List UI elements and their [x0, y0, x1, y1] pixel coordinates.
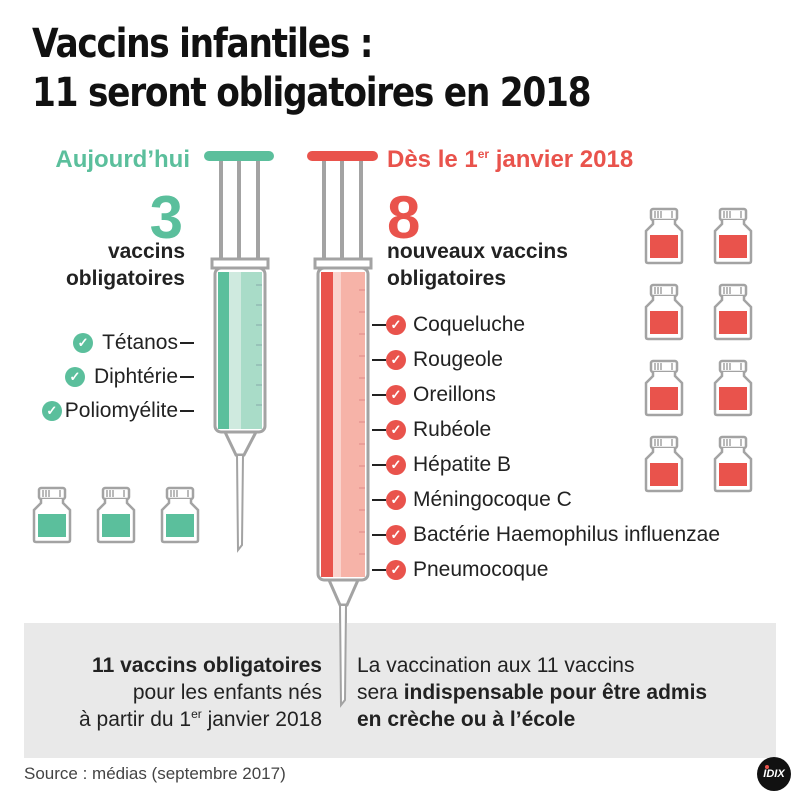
tick-line	[372, 498, 386, 501]
red-vials	[644, 207, 753, 493]
list-item: ✓ Poliomyélite	[41, 394, 194, 428]
list-item: ✓ Oreillons	[372, 377, 720, 412]
tick-line	[372, 568, 386, 571]
from-2018-count: 8	[387, 184, 421, 251]
tick-line	[180, 410, 194, 412]
vial-icon	[160, 486, 200, 544]
check-circle-icon: ✓	[386, 524, 406, 545]
today-label: vaccins obligatoires	[65, 240, 185, 290]
tick-line	[372, 393, 386, 396]
check-circle-icon: ✓	[64, 367, 85, 387]
check-circle-icon: ✓	[41, 401, 62, 421]
check-circle-icon: ✓	[386, 384, 406, 405]
green-vials	[32, 486, 200, 544]
page-title: Vaccins infantiles : 11 seront obligatoi…	[32, 20, 592, 118]
summary-left: 11 vaccins obligatoires pour les enfants…	[79, 654, 322, 731]
tick-line	[372, 358, 386, 361]
source-note: Source : médias (septembre 2017)	[24, 764, 286, 783]
tick-line	[372, 463, 386, 466]
tick-line	[180, 342, 194, 344]
list-item: ✓ Hépatite B	[372, 447, 720, 482]
today-heading: Aujourd’hui	[55, 146, 190, 173]
vial-icon	[32, 486, 72, 544]
from-2018-heading: Dès le 1er janvier 2018	[387, 146, 634, 173]
summary-right: La vaccination aux 11 vaccins sera indis…	[357, 654, 708, 731]
check-circle-icon: ✓	[386, 489, 406, 510]
red-syringe-icon	[307, 151, 378, 708]
check-circle-icon: ✓	[73, 333, 94, 353]
check-circle-icon: ✓	[386, 419, 406, 440]
tick-line	[372, 323, 386, 326]
tick-line	[180, 376, 194, 378]
green-syringe-icon	[204, 151, 274, 553]
tick-line	[372, 428, 386, 431]
from-2018-vaccine-list: ✓ Coqueluche ✓ Rougeole ✓ Oreillons ✓ Rubéol…	[372, 307, 720, 587]
idix-logo: IDIX	[757, 757, 791, 791]
list-item: ✓ Rougeole	[372, 342, 720, 377]
today-count: 3	[149, 184, 183, 251]
list-item: ✓ Coqueluche	[372, 307, 720, 342]
vial-icon	[96, 486, 136, 544]
tick-line	[372, 533, 386, 536]
from-2018-label: nouveaux vaccins obligatoires	[387, 240, 568, 290]
check-circle-icon: ✓	[386, 349, 406, 370]
summary-box	[24, 623, 776, 758]
check-circle-icon: ✓	[386, 559, 406, 580]
check-circle-icon: ✓	[386, 454, 406, 475]
list-item: ✓ Diphtérie	[42, 360, 194, 394]
list-item: ✓ Rubéole	[372, 412, 720, 447]
list-item: ✓ Méningocoque C	[372, 482, 720, 517]
list-item: ✓ Pneumocoque	[372, 552, 720, 587]
list-item: ✓ Tétanos	[42, 326, 194, 360]
today-vaccine-list: ✓ Tétanos ✓ Diphtérie ✓ Poliomyélite	[41, 326, 194, 428]
title-line-2: 11 seront obligatoires en 2018	[32, 70, 592, 116]
list-item: ✓ Bactérie Haemophilus influenzae	[372, 517, 720, 552]
check-circle-icon: ✓	[386, 314, 406, 335]
title-line-1: Vaccins infantiles :	[32, 21, 373, 67]
